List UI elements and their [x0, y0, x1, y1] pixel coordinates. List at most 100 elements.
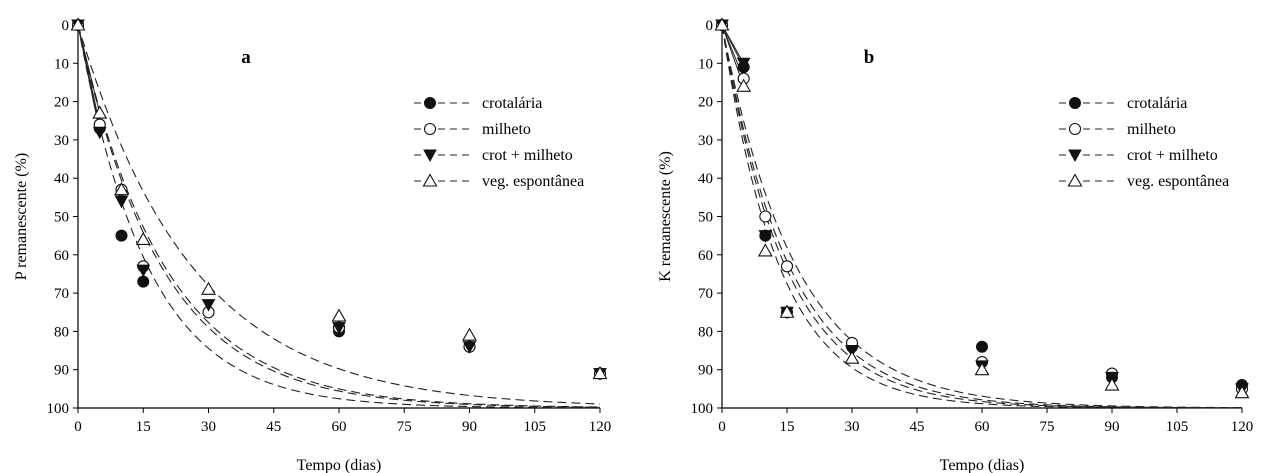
fit-curve-3 [721, 24, 1242, 409]
x-tick-label: 75 [1040, 419, 1055, 435]
data-point-1 [759, 210, 772, 223]
legend-marker [423, 149, 437, 163]
legend-marker [1068, 122, 1082, 136]
y-tick-label: 0 [62, 18, 70, 34]
legend-marker [424, 97, 436, 109]
y-tick-label: 50 [54, 210, 69, 226]
y-tick-label: 100 [47, 401, 70, 417]
data-point-2 [462, 341, 477, 354]
x-tick-label: 90 [462, 419, 477, 435]
y-tick-label: 70 [698, 286, 713, 302]
y-tick-label: 0 [706, 18, 714, 34]
legend-label: crot + milheto [482, 147, 573, 164]
legend-label: crot + milheto [1127, 147, 1218, 164]
data-point-3 [114, 182, 129, 196]
data-point-3 [92, 105, 108, 119]
x-tick-label: 45 [910, 419, 925, 435]
data-point-3 [592, 365, 608, 380]
x-axis-label: Tempo (dias) [940, 457, 1025, 473]
legend-label: veg. espontânea [482, 173, 584, 190]
data-point-3 [1234, 385, 1250, 399]
y-tick-label: 30 [698, 133, 713, 149]
legend-marker [422, 173, 438, 187]
data-point-3 [1104, 377, 1120, 391]
data-point-0 [137, 275, 150, 288]
y-tick-label: 10 [54, 56, 69, 72]
y-tick-label: 100 [691, 401, 714, 417]
data-point-3 [736, 78, 752, 92]
x-axis-label: Tempo (dias) [297, 457, 382, 473]
x-tick-label: 30 [201, 419, 216, 435]
legend-label: crotalária [482, 95, 542, 112]
x-tick-label: 60 [975, 419, 990, 435]
panel-letter: a [241, 47, 251, 68]
fit-curve-0 [77, 24, 601, 409]
x-tick-label: 0 [718, 419, 726, 435]
data-point-1 [780, 260, 794, 273]
y-tick-label: 70 [54, 286, 69, 302]
data-point-3 [201, 281, 216, 295]
x-tick-label: 15 [136, 419, 151, 435]
x-tick-label: 0 [74, 419, 82, 435]
legend-label: crotalária [1127, 95, 1187, 112]
y-tick-label: 60 [54, 248, 69, 264]
series-connector-2 [721, 24, 745, 64]
x-tick-label: 120 [589, 419, 612, 435]
x-tick-label: 105 [524, 419, 547, 435]
data-point-2 [332, 322, 346, 335]
y-tick-label: 10 [698, 56, 713, 72]
y-axis-label: P remanescente (%) [13, 153, 30, 280]
y-tick-label: 40 [698, 171, 713, 187]
data-point-2 [758, 230, 773, 243]
data-point-3 [331, 308, 347, 322]
x-tick-label: 60 [332, 419, 347, 435]
y-tick-label: 80 [698, 324, 713, 340]
data-point-2 [114, 195, 129, 209]
y-tick-label: 30 [54, 133, 69, 149]
data-point-3 [974, 362, 990, 376]
legend-marker [1067, 173, 1083, 187]
y-tick-label: 40 [54, 171, 69, 187]
data-point-2 [736, 57, 751, 71]
data-point-3 [714, 17, 730, 31]
data-point-0 [976, 340, 988, 353]
data-point-3 [135, 231, 151, 246]
data-point-2 [201, 299, 216, 312]
fit-curve-2 [77, 24, 601, 408]
data-point-2 [92, 126, 107, 140]
data-point-3 [779, 304, 795, 318]
legend-marker [1068, 149, 1082, 163]
x-tick-label: 45 [266, 419, 281, 435]
y-tick-label: 80 [54, 324, 69, 340]
series-connector-3 [77, 24, 101, 114]
data-point-3 [70, 17, 86, 31]
x-tick-label: 120 [1231, 419, 1254, 435]
data-point-3 [757, 243, 773, 257]
y-tick-label: 20 [698, 95, 713, 111]
panel-letter: b [864, 47, 875, 68]
data-point-0 [115, 229, 128, 242]
x-tick-label: 105 [1166, 419, 1189, 435]
y-tick-label: 90 [698, 363, 713, 379]
legend-label: veg. espontânea [1127, 173, 1229, 190]
legend-marker [1069, 97, 1081, 109]
data-point-2 [136, 264, 151, 278]
x-tick-label: 90 [1105, 419, 1120, 435]
x-tick-label: 30 [845, 419, 860, 435]
legend-marker [423, 122, 437, 136]
fit-curve-3 [77, 24, 601, 405]
data-point-3 [844, 350, 860, 364]
fit-curve-1 [77, 24, 601, 408]
y-axis-label: K remanescente (%) [657, 151, 674, 282]
legend-label: milheto [1127, 121, 1176, 138]
fit-curve-2 [721, 24, 1243, 409]
y-tick-label: 20 [54, 95, 69, 111]
x-tick-label: 75 [397, 419, 412, 435]
x-tick-label: 15 [780, 419, 795, 435]
data-point-3 [462, 327, 477, 341]
y-tick-label: 90 [54, 363, 69, 379]
y-tick-label: 60 [698, 248, 713, 264]
y-tick-label: 50 [698, 210, 713, 226]
